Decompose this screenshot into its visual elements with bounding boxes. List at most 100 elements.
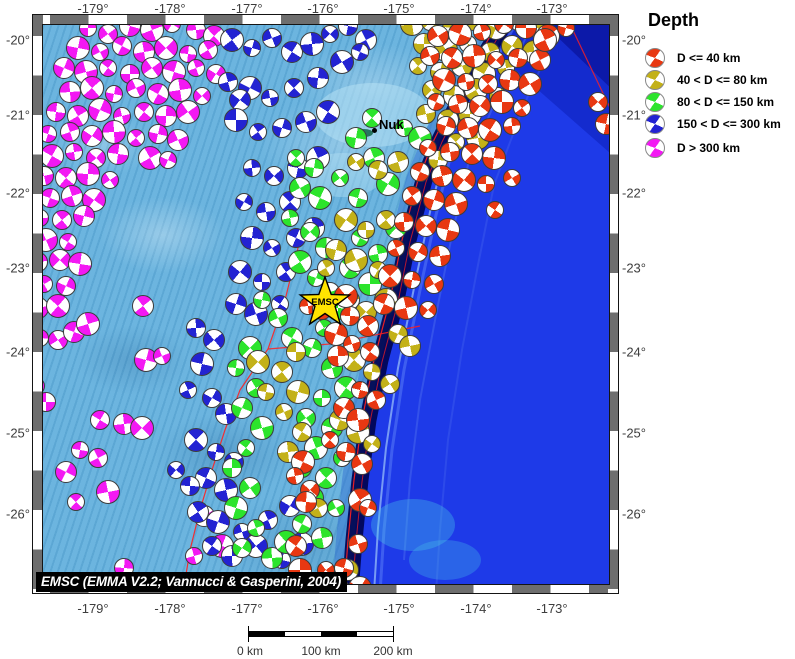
- focal-mechanism-ball: [360, 342, 380, 362]
- legend-item-label: 150 < D <= 300 km: [677, 117, 781, 131]
- scale-bar-segments: [248, 631, 394, 637]
- focal-mechanism-ball: [76, 162, 100, 186]
- focal-mechanism-ball: [399, 335, 421, 357]
- focal-mechanism-ball: [286, 380, 310, 404]
- axis-tick-label: -23°: [622, 260, 646, 276]
- focal-mechanism-ball: [263, 239, 281, 257]
- focal-mechanism-ball: [239, 477, 261, 499]
- legend-item: D > 300 km: [645, 138, 740, 158]
- focal-mechanism-ball: [141, 57, 163, 79]
- focal-mechanism-ball: [179, 381, 197, 399]
- city-dot: [372, 128, 377, 133]
- focal-mechanism-ball: [159, 151, 177, 169]
- focal-mechanism-ball: [315, 467, 337, 489]
- focal-mechanism-ball: [518, 72, 542, 96]
- focal-mechanism-ball: [427, 25, 449, 47]
- axis-tick-label: -176°: [307, 1, 339, 16]
- focal-mechanism-ball: [167, 129, 189, 151]
- focal-mechanism-ball: [287, 149, 305, 167]
- axis-tick-label: -175°: [383, 1, 415, 16]
- legend-item-label: 40 < D <= 80 km: [677, 73, 768, 87]
- focal-mechanism-ball: [345, 127, 367, 149]
- focal-mechanism-ball: [423, 189, 445, 211]
- map-content-layer: Nuk EMSC: [43, 25, 609, 584]
- scale-label: 100 km: [301, 644, 341, 658]
- focal-mechanism-ball: [300, 222, 320, 242]
- focal-mechanism-ball: [250, 416, 274, 440]
- focal-mechanism-ball: [88, 448, 108, 468]
- focal-mechanism-ball: [243, 39, 261, 57]
- focal-mechanism-ball: [224, 496, 248, 520]
- legend-beachball-icon: [645, 70, 665, 90]
- axis-tick-label: -21°: [6, 107, 30, 123]
- scale-segment: [249, 632, 285, 636]
- scale-segment: [357, 632, 393, 636]
- focal-mechanism-ball: [228, 260, 252, 284]
- focal-mechanism-ball: [327, 499, 345, 517]
- focal-mechanism-ball: [330, 50, 354, 74]
- axis-tick-label: -175°: [383, 601, 415, 616]
- focal-mechanism-ball: [415, 215, 437, 237]
- focal-mechanism-ball: [359, 499, 377, 517]
- focal-mechanism-ball: [344, 248, 368, 272]
- axis-tick-label: -25°: [622, 425, 646, 441]
- focal-mechanism-ball: [347, 153, 365, 171]
- focal-mechanism-ball: [408, 242, 428, 262]
- focal-mechanism-ball: [91, 43, 109, 61]
- focal-mechanism-ball: [134, 102, 154, 122]
- focal-mechanism-ball: [334, 208, 358, 232]
- axis-tick-label: -22°: [622, 185, 646, 201]
- focal-mechanism-ball: [351, 381, 369, 399]
- focal-mechanism-ball: [185, 547, 203, 565]
- focal-mechanism-ball: [436, 218, 460, 242]
- focal-mechanism-ball: [473, 25, 491, 41]
- focal-mechanism-ball: [99, 59, 117, 77]
- focal-mechanism-ball: [321, 25, 339, 43]
- focal-mechanism-ball: [457, 117, 479, 139]
- axis-tick-label: -24°: [622, 344, 646, 360]
- scale-tick: [248, 626, 249, 642]
- focal-mechanism-ball: [148, 124, 168, 144]
- focal-mechanism-ball: [376, 210, 396, 230]
- legend-item: 80 < D <= 150 km: [645, 92, 774, 112]
- focal-mechanism-ball: [351, 453, 373, 475]
- focal-mechanism-ball: [487, 51, 505, 69]
- focal-mechanism-ball: [256, 202, 276, 222]
- focal-mechanism-ball: [126, 78, 146, 98]
- focal-mechanism-ball: [202, 536, 222, 556]
- axis-tick-label: -173°: [536, 601, 568, 616]
- map-attribution: EMSC (EMMA V2.2; Vannucci & Gasperini, 2…: [36, 572, 348, 592]
- focal-mechanism-ball: [237, 439, 255, 457]
- star-label: EMSC: [311, 297, 339, 308]
- focal-mechanism-ball: [461, 143, 483, 165]
- scale-segment: [321, 632, 357, 636]
- axis-tick-label: -25°: [6, 425, 30, 441]
- focal-mechanism-ball: [60, 122, 80, 142]
- focal-mechanism-ball: [595, 113, 609, 135]
- focal-mechanism-ball: [272, 118, 292, 138]
- focal-mechanism-ball: [102, 120, 126, 144]
- axis-tick-label: -179°: [77, 601, 109, 616]
- axis-tick-label: -174°: [460, 601, 492, 616]
- focal-mechanism-ball: [222, 458, 242, 478]
- focal-mechanism-ball: [286, 342, 306, 362]
- focal-mechanism-ball: [132, 295, 154, 317]
- focal-mechanism-ball: [427, 93, 445, 111]
- focal-mechanism-ball: [186, 318, 206, 338]
- focal-mechanism-ball: [478, 118, 502, 142]
- focal-mechanism-ball: [190, 352, 214, 376]
- focal-mechanism-ball: [167, 461, 185, 479]
- focal-mechanism-ball: [486, 201, 504, 219]
- focal-mechanism-ball: [249, 123, 267, 141]
- focal-mechanism-ball: [394, 212, 414, 232]
- focal-mechanism-ball: [387, 151, 409, 173]
- axis-tick-label: -21°: [622, 107, 646, 123]
- focal-mechanism-ball: [184, 428, 208, 452]
- focal-mechanism-ball: [281, 209, 299, 227]
- focal-mechanism-ball: [193, 87, 211, 105]
- focal-mechanism-ball: [262, 28, 282, 48]
- focal-mechanism-ball: [284, 78, 304, 98]
- focal-mechanism-ball: [53, 57, 75, 79]
- focal-mechanism-ball: [240, 226, 264, 250]
- focal-mechanism-ball: [311, 527, 333, 549]
